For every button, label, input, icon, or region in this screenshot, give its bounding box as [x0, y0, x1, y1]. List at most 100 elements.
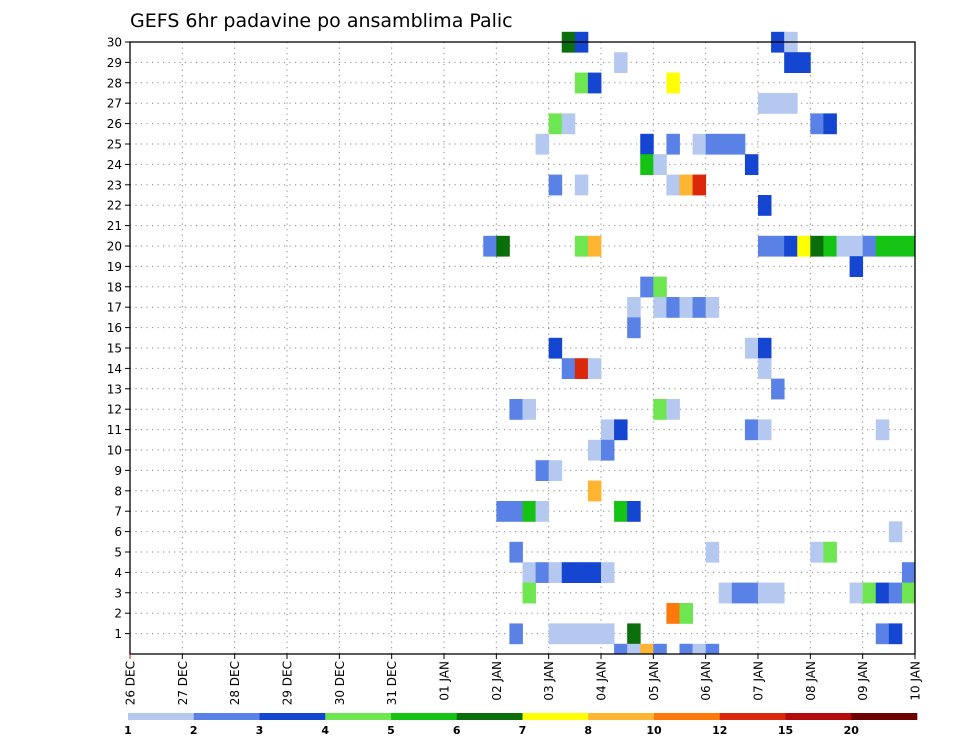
precip-cell	[836, 235, 850, 257]
legend-label: 12	[712, 724, 727, 737]
legend-label: 3	[256, 724, 264, 737]
legend-swatch	[522, 713, 589, 720]
precip-cell	[901, 582, 916, 604]
legend-label: 5	[387, 724, 395, 737]
precip-cell	[666, 72, 680, 94]
y-tick-label: 2	[114, 607, 122, 621]
precip-cell	[640, 154, 654, 175]
precip-cell	[614, 501, 628, 522]
precip-cell	[679, 174, 693, 196]
legend-swatch	[193, 713, 260, 720]
y-tick-label: 12	[107, 403, 122, 417]
y-tick-label: 17	[107, 301, 122, 315]
legend-swatch	[851, 713, 918, 720]
y-tick-label: 20	[107, 240, 122, 254]
precipitation-cells	[483, 31, 916, 655]
x-tick-label: 08 JAN	[804, 661, 818, 701]
x-tick-label: 09 JAN	[856, 661, 870, 701]
legend-swatch	[391, 713, 458, 720]
precip-cell	[627, 643, 641, 655]
precip-cell	[587, 562, 602, 583]
precip-cell	[666, 399, 680, 420]
y-tick-label: 13	[107, 382, 122, 396]
x-tick-label: 31 DEC	[385, 661, 399, 705]
precip-cell	[548, 460, 563, 481]
precip-cell	[666, 603, 680, 624]
precip-cell	[509, 541, 523, 563]
precip-cell	[744, 337, 759, 359]
legend-label: 4	[321, 724, 329, 737]
precip-cell	[522, 562, 536, 583]
precip-cell	[496, 235, 510, 257]
precip-cell	[587, 623, 602, 645]
precip-cell	[627, 501, 641, 522]
y-tick-label: 14	[107, 362, 122, 376]
precip-cell	[888, 235, 903, 257]
precip-cell	[587, 235, 602, 257]
precip-cell	[601, 562, 615, 583]
precip-cell	[771, 378, 785, 400]
precip-cell	[744, 154, 759, 175]
x-tick-label: 29 DEC	[281, 661, 295, 705]
precip-cell	[601, 419, 615, 441]
precip-cell	[718, 133, 733, 155]
precip-cell	[875, 623, 890, 645]
precip-cell	[823, 541, 837, 563]
precip-cell	[574, 174, 589, 196]
precip-cell	[810, 541, 824, 563]
precip-cell	[653, 297, 667, 318]
color-legend: 1 2 3 4 5 6 7 8 10 12 15 20	[124, 713, 918, 737]
precip-cell	[758, 582, 772, 604]
precip-cell	[810, 113, 824, 135]
precip-cell	[614, 419, 628, 441]
precip-cell	[627, 317, 641, 339]
legend-label: 15	[778, 724, 793, 737]
y-tick-label: 24	[107, 158, 122, 172]
precip-cell	[797, 52, 811, 73]
precip-cell	[653, 643, 667, 655]
precip-cell	[705, 541, 720, 563]
precip-cell	[509, 501, 523, 522]
y-tick-label: 23	[107, 178, 122, 192]
precip-cell	[875, 582, 890, 604]
y-tick-label: 1	[114, 627, 122, 641]
x-tick-label: 01 JAN	[438, 661, 452, 701]
precip-cell	[758, 235, 772, 257]
precip-cell	[888, 521, 903, 543]
precip-cell	[601, 439, 615, 461]
precip-cell	[522, 501, 536, 522]
precip-cell	[784, 235, 798, 257]
precip-cell	[535, 562, 550, 583]
y-tick-label: 22	[107, 199, 122, 213]
precip-cell	[535, 501, 550, 522]
precip-cell	[574, 562, 589, 583]
precip-cell	[705, 133, 720, 155]
precip-cell	[849, 235, 864, 257]
precip-cell	[653, 399, 667, 420]
precip-cell	[483, 235, 497, 257]
x-tick-label: 06 JAN	[699, 661, 713, 701]
precip-cell	[731, 133, 746, 155]
legend-label: 6	[453, 724, 461, 737]
precip-cell	[705, 297, 720, 318]
precip-cell	[561, 113, 576, 135]
legend-swatch	[325, 713, 392, 720]
y-tick-label: 8	[114, 484, 122, 498]
precip-cell	[862, 582, 877, 604]
precip-cell	[587, 480, 602, 502]
legend-swatch	[719, 713, 786, 720]
x-tick-label: 07 JAN	[752, 661, 766, 701]
precip-cell	[522, 582, 536, 604]
y-tick-label: 4	[114, 566, 122, 580]
y-tick-label: 3	[114, 586, 122, 600]
y-tick-label: 6	[114, 525, 122, 539]
y-tick-label: 19	[107, 260, 122, 274]
precip-cell	[587, 358, 602, 379]
precip-cell	[692, 297, 707, 318]
precip-cell	[653, 276, 667, 298]
precip-cell	[561, 358, 576, 379]
precip-cell	[823, 235, 837, 257]
x-axis-ticks: 26 DEC 27 DEC 28 DEC 29 DEC 30 DEC 31 DEC 01 J…	[124, 654, 923, 705]
precip-cell	[784, 93, 798, 114]
precip-cell	[640, 276, 654, 298]
